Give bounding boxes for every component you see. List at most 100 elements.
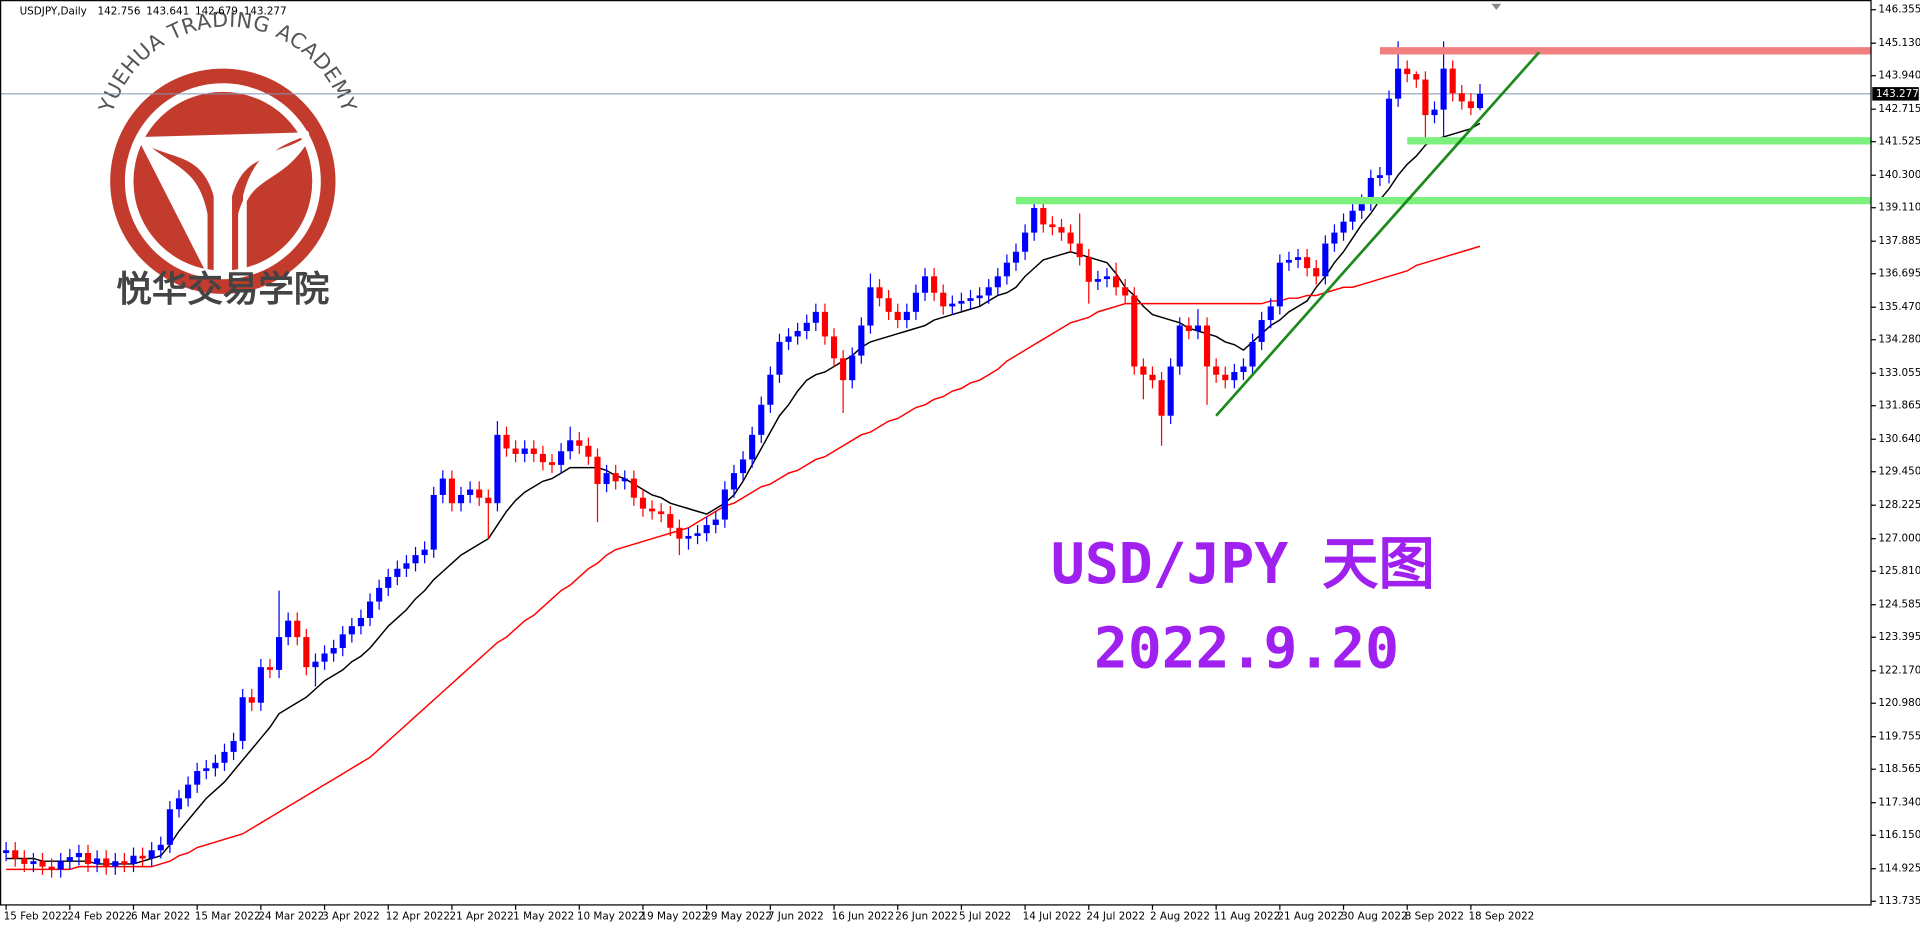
candle-body xyxy=(39,861,46,867)
y-tick-label: 135.470 xyxy=(1878,301,1920,313)
candle-body xyxy=(612,473,619,482)
candle-body xyxy=(940,292,947,307)
candle-body xyxy=(712,519,719,526)
candle-body xyxy=(457,494,465,504)
candle-body xyxy=(1203,325,1211,367)
y-tick-label: 116.150 xyxy=(1878,829,1920,841)
header-high: 143.641 xyxy=(146,6,189,18)
candle-body xyxy=(685,535,692,539)
x-tick-label: 21 Apr 2022 xyxy=(449,911,513,923)
candle-body xyxy=(1140,366,1147,375)
candle-body xyxy=(412,555,419,564)
candle-body xyxy=(1249,341,1256,367)
x-tick-label: 30 Aug 2022 xyxy=(1341,911,1408,923)
candle-body xyxy=(1322,243,1329,277)
candle-body xyxy=(1058,227,1065,233)
candle-body xyxy=(3,850,10,854)
candle-body xyxy=(676,527,683,539)
candle-body xyxy=(594,456,601,485)
x-tick-label: 2 Aug 2022 xyxy=(1150,911,1210,923)
candle-body xyxy=(330,648,337,654)
candle-body xyxy=(667,514,674,528)
candle-body xyxy=(285,620,292,638)
candle-body xyxy=(730,473,738,490)
candle-body xyxy=(1003,262,1010,277)
candle-body xyxy=(1458,93,1465,102)
x-tick-label: 7 Jun 2022 xyxy=(768,911,824,923)
annotation-title: USD/JPY 天图 xyxy=(1051,532,1435,597)
candle-body xyxy=(558,451,565,465)
y-tick-label: 139.110 xyxy=(1878,202,1920,214)
header-close: 143.277 xyxy=(244,6,287,18)
candle-body xyxy=(194,771,201,785)
candle-body xyxy=(867,287,874,326)
annotation-date: 2022.9.20 xyxy=(1094,616,1399,681)
candle-body xyxy=(658,511,665,515)
candle-body xyxy=(394,568,401,577)
candle-body xyxy=(385,576,392,588)
candle-body xyxy=(958,300,965,304)
candle-body xyxy=(1031,208,1038,233)
candle-body xyxy=(949,303,956,307)
candle-body xyxy=(130,855,137,864)
candle-body xyxy=(1149,374,1156,381)
candle-body xyxy=(967,298,974,301)
candle-body xyxy=(1267,306,1274,321)
candle-body xyxy=(539,453,546,463)
y-tick-label: 120.980 xyxy=(1878,697,1920,709)
candle-body xyxy=(1440,68,1447,110)
y-tick-label: 119.755 xyxy=(1878,731,1920,743)
candle-body xyxy=(1067,232,1074,244)
candle-body xyxy=(1358,202,1365,211)
candle-body xyxy=(876,287,883,299)
candle-body xyxy=(576,440,583,446)
candle-body xyxy=(66,857,73,862)
x-tick-label: 24 Feb 2022 xyxy=(67,911,132,923)
candle-body xyxy=(1395,68,1402,99)
candle-body xyxy=(821,311,828,337)
candle-body xyxy=(94,858,101,864)
candle-body xyxy=(1167,366,1174,416)
logo-emblem xyxy=(135,130,311,274)
y-tick-label: 145.130 xyxy=(1878,37,1920,49)
candle-body xyxy=(530,448,537,454)
x-tick-label: 24 Jul 2022 xyxy=(1086,911,1145,923)
candle-body xyxy=(1449,68,1456,94)
y-tick-label: 124.585 xyxy=(1878,599,1920,611)
candle-body xyxy=(1103,276,1111,280)
y-tick-label: 137.885 xyxy=(1878,235,1920,247)
candle-body xyxy=(1294,257,1302,260)
candle-body xyxy=(931,276,938,293)
candle-body xyxy=(48,866,55,870)
x-tick-label: 18 Sep 2022 xyxy=(1468,911,1534,923)
y-tick-label: 128.225 xyxy=(1878,499,1920,511)
candle-body xyxy=(739,459,747,474)
shift-marker xyxy=(1491,3,1502,10)
candle-body xyxy=(1331,232,1338,244)
candle-body xyxy=(858,325,865,356)
y-tick-label: 142.715 xyxy=(1878,103,1920,115)
x-tick-label: 15 Mar 2022 xyxy=(195,911,261,923)
x-tick-label: 5 Jul 2022 xyxy=(959,911,1011,923)
candle-body xyxy=(894,311,901,321)
candle-body xyxy=(1431,109,1438,116)
plot-area xyxy=(0,41,1872,878)
x-tick-label: 6 Mar 2022 xyxy=(131,911,190,923)
candle-body xyxy=(758,404,765,435)
current-price-box xyxy=(1872,87,1919,101)
candle-body xyxy=(703,525,710,534)
candle-body xyxy=(1422,79,1429,116)
candle-body xyxy=(694,533,701,536)
candle-body xyxy=(166,809,173,845)
chart-header: USDJPY,Daily 142.756 143.641 142.679 143… xyxy=(20,6,287,18)
y-tick-label: 140.300 xyxy=(1878,169,1920,181)
candle-body xyxy=(639,497,647,509)
candle-body xyxy=(1340,221,1347,233)
candle-body xyxy=(776,341,783,375)
candle-body xyxy=(1113,276,1120,288)
y-tick-label: 130.640 xyxy=(1878,433,1920,445)
x-tick-label: 8 Sep 2022 xyxy=(1405,911,1464,923)
candle-body xyxy=(1313,268,1320,277)
candle-body xyxy=(921,276,929,293)
x-tick-label: 15 Feb 2022 xyxy=(4,911,69,923)
